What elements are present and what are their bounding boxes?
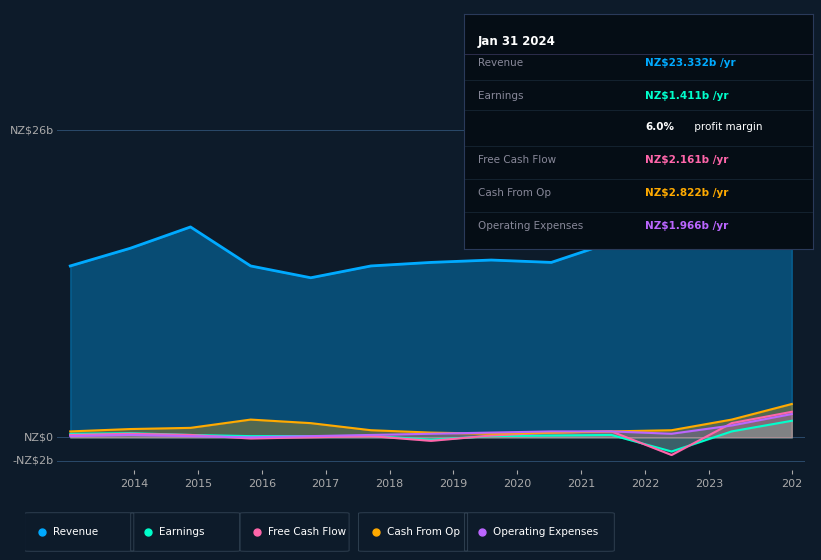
Text: NZ$0: NZ$0 (24, 432, 53, 442)
Text: Earnings: Earnings (158, 527, 204, 537)
Text: Earnings: Earnings (478, 91, 523, 101)
Text: Cash From Op: Cash From Op (387, 527, 460, 537)
Text: Revenue: Revenue (53, 527, 98, 537)
Text: NZ$2.161b /yr: NZ$2.161b /yr (645, 155, 729, 165)
Text: Operating Expenses: Operating Expenses (478, 221, 583, 231)
Text: NZ$1.966b /yr: NZ$1.966b /yr (645, 221, 728, 231)
Text: NZ$26b: NZ$26b (10, 125, 53, 135)
Text: NZ$23.332b /yr: NZ$23.332b /yr (645, 58, 736, 68)
Text: Jan 31 2024: Jan 31 2024 (478, 35, 556, 48)
Text: NZ$1.411b /yr: NZ$1.411b /yr (645, 91, 729, 101)
Text: 6.0%: 6.0% (645, 122, 674, 132)
Text: profit margin: profit margin (690, 122, 762, 132)
Text: Cash From Op: Cash From Op (478, 188, 551, 198)
Text: NZ$2.822b /yr: NZ$2.822b /yr (645, 188, 729, 198)
Text: Revenue: Revenue (478, 58, 523, 68)
Text: -NZ$2b: -NZ$2b (12, 456, 53, 466)
Text: Operating Expenses: Operating Expenses (493, 527, 598, 537)
Text: Free Cash Flow: Free Cash Flow (478, 155, 556, 165)
Text: Free Cash Flow: Free Cash Flow (268, 527, 346, 537)
